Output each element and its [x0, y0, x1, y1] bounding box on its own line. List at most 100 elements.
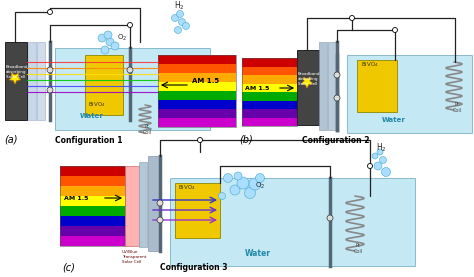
Bar [158, 64, 236, 73]
Bar [242, 58, 297, 126]
Bar [60, 166, 125, 176]
Polygon shape [9, 73, 21, 84]
Text: BiVO$_4$: BiVO$_4$ [361, 60, 379, 69]
Bar [158, 109, 236, 118]
Bar [242, 83, 297, 92]
Circle shape [128, 22, 133, 27]
Bar [170, 178, 415, 266]
Bar [242, 101, 297, 109]
Bar [297, 50, 319, 125]
Text: Water: Water [245, 249, 271, 258]
Circle shape [392, 27, 398, 32]
Bar [242, 92, 297, 101]
Text: Configuration 2: Configuration 2 [302, 136, 370, 145]
Text: AM 1.5: AM 1.5 [192, 78, 219, 84]
Bar [55, 48, 210, 130]
Bar [60, 236, 125, 246]
Circle shape [367, 163, 373, 168]
Bar [37, 42, 45, 120]
Bar [60, 206, 125, 216]
Circle shape [47, 87, 53, 93]
Text: O$_2$: O$_2$ [255, 181, 265, 191]
Bar [60, 196, 125, 206]
Text: UV/Blue
Transparent
Solar Cell: UV/Blue Transparent Solar Cell [122, 250, 146, 264]
Bar [242, 66, 297, 75]
Circle shape [198, 137, 202, 142]
Circle shape [372, 153, 378, 159]
Text: BiVO$_4$: BiVO$_4$ [178, 183, 196, 192]
Circle shape [98, 34, 106, 42]
Circle shape [224, 173, 233, 183]
Circle shape [380, 157, 386, 163]
Text: Broadband
absorbing
Solar Cell: Broadband absorbing Solar Cell [6, 65, 28, 79]
Circle shape [255, 173, 264, 183]
Bar [158, 118, 236, 127]
Circle shape [234, 172, 242, 180]
Circle shape [47, 9, 53, 14]
Circle shape [179, 19, 185, 25]
Polygon shape [301, 77, 313, 88]
Bar [242, 117, 297, 126]
Text: H$_2$: H$_2$ [174, 0, 185, 12]
Text: (c): (c) [62, 262, 75, 272]
Text: BiVO$_4$: BiVO$_4$ [88, 100, 106, 109]
Bar [347, 55, 472, 133]
Bar [328, 42, 336, 130]
Bar [60, 186, 125, 196]
Circle shape [219, 193, 226, 199]
Circle shape [334, 95, 340, 101]
Text: H$_2$: H$_2$ [376, 141, 387, 153]
Text: Pt
Coil: Pt Coil [143, 124, 152, 135]
Bar [319, 42, 327, 130]
Bar [148, 156, 160, 251]
Circle shape [111, 42, 119, 50]
Circle shape [101, 46, 109, 54]
Text: AM 1.5: AM 1.5 [245, 86, 270, 91]
Bar [139, 162, 147, 247]
Circle shape [382, 168, 391, 176]
Text: AM 1.5: AM 1.5 [64, 196, 89, 201]
Bar [242, 75, 297, 83]
Circle shape [237, 177, 249, 189]
Circle shape [245, 188, 255, 199]
Circle shape [374, 162, 382, 170]
Bar [158, 91, 236, 100]
Text: Configuration 1: Configuration 1 [55, 136, 122, 145]
Bar [158, 73, 236, 82]
Circle shape [327, 215, 333, 221]
Text: O$_2$: O$_2$ [117, 33, 127, 43]
Text: Water: Water [80, 113, 104, 119]
Text: Pt
Coil: Pt Coil [354, 243, 363, 254]
Circle shape [174, 27, 182, 34]
Text: Broadband
absorbing
Solar Cell: Broadband absorbing Solar Cell [298, 72, 320, 86]
Bar [175, 183, 220, 238]
Circle shape [172, 14, 179, 22]
Circle shape [47, 67, 53, 73]
Circle shape [157, 217, 163, 223]
Circle shape [106, 38, 114, 46]
Bar [60, 216, 125, 226]
Bar [125, 166, 139, 246]
Circle shape [176, 11, 183, 17]
Circle shape [249, 178, 261, 190]
Text: (b): (b) [239, 135, 253, 145]
Bar [158, 100, 236, 109]
Circle shape [349, 16, 355, 20]
Bar [242, 58, 297, 66]
Circle shape [182, 22, 190, 29]
Circle shape [377, 149, 383, 155]
Bar [60, 226, 125, 236]
Bar [242, 109, 297, 117]
Circle shape [334, 72, 340, 78]
Text: Configuration 3: Configuration 3 [160, 263, 228, 272]
Text: (a): (a) [4, 135, 18, 145]
Bar [158, 55, 236, 64]
Circle shape [157, 200, 163, 206]
Circle shape [230, 185, 240, 195]
Text: Water: Water [382, 117, 406, 123]
Bar [357, 60, 397, 112]
Bar [158, 55, 236, 127]
Circle shape [127, 67, 133, 73]
Bar [60, 166, 125, 246]
Text: Pt
Coil: Pt Coil [453, 102, 462, 113]
